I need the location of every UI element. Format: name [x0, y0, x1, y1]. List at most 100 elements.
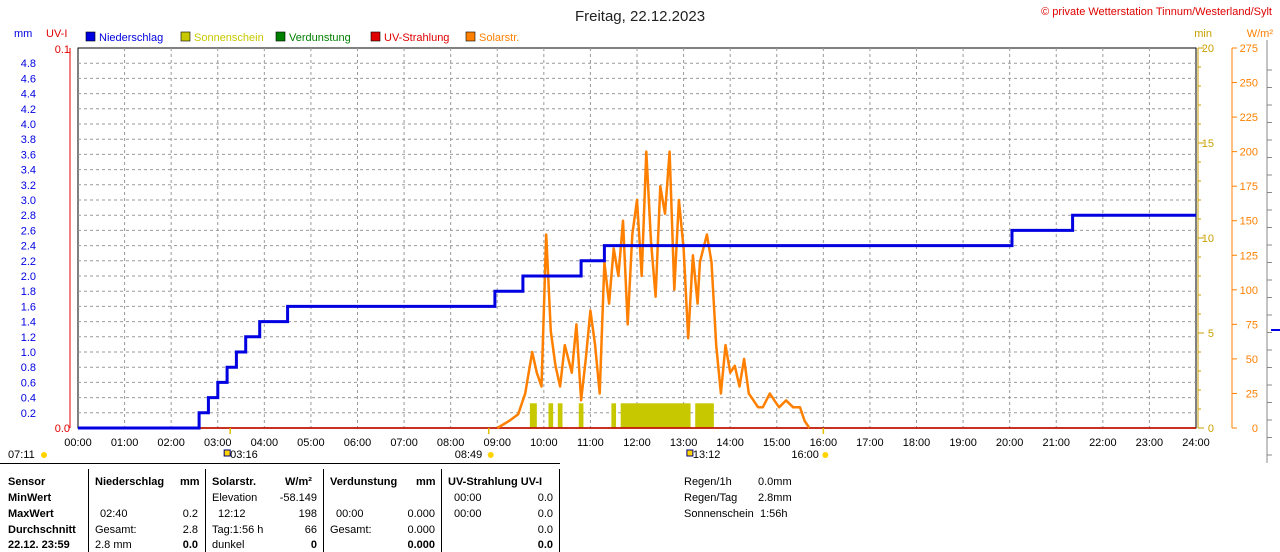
sunshine-max-label: 13:12: [693, 449, 721, 461]
solar-elevation-value: -58.149: [279, 492, 317, 504]
sunshine-bar-6: [695, 403, 714, 428]
copyright-text: © private Wetterstation Tinnum/Westerlan…: [1041, 6, 1272, 18]
x-tick-22: 22:00: [1089, 437, 1117, 449]
evap-total-value: 0.000: [407, 524, 435, 536]
y-mm-tick-18: 3.8: [21, 134, 36, 146]
evap-head: Verdunstung: [330, 476, 398, 488]
table-divider-4: [441, 469, 442, 552]
row-max-label: MaxWert: [8, 508, 54, 520]
table-divider-5: [559, 469, 560, 552]
x-tick-2: 02:00: [157, 437, 185, 449]
x-tick-10: 10:00: [530, 437, 558, 449]
solar-day-label: Tag:1:56 h: [212, 524, 264, 536]
x-tick-24: 24:00: [1182, 437, 1210, 449]
solar-max-time: 12:12: [218, 508, 246, 520]
sunshine-bar-5: [620, 403, 691, 428]
y-mm-tick-17: 3.6: [21, 149, 36, 161]
solar-avg-value: 66: [304, 524, 317, 536]
rain-head: Niederschlag: [95, 476, 165, 488]
y-wm2-tick-9: 225: [1240, 112, 1258, 124]
x-tick-8: 08:00: [437, 437, 465, 449]
sunrise-label: 07:11: [8, 449, 35, 461]
uv-max-time: 00:00: [454, 508, 482, 520]
sunshine-bar-2: [557, 403, 563, 428]
y-wm2-tick-6: 150: [1240, 216, 1258, 228]
rain-day-value: 2.8 mm: [95, 539, 132, 551]
y-mm-tick-0: 0.2: [21, 408, 36, 420]
y-mm-tick-10: 2.2: [21, 256, 36, 268]
y-wm2-tick-8: 200: [1240, 147, 1258, 159]
y-wm2-tick-7: 175: [1240, 181, 1258, 193]
rain-unit: mm: [180, 476, 200, 488]
x-tick-3: 03:00: [204, 437, 232, 449]
sensor-head: Sensor: [8, 476, 46, 488]
evap-total-label: Gesamt:: [330, 524, 372, 536]
y-min-tick-3: 15: [1202, 138, 1214, 150]
legend-label-4: Solarstr.: [479, 32, 519, 44]
y-mm-tick-12: 2.6: [21, 225, 36, 237]
sunset-icon: [822, 452, 829, 458]
legend-label-2: Verdunstung: [289, 32, 351, 44]
y-mm-tick-9: 2.0: [21, 271, 36, 283]
y-wm2-tick-4: 100: [1240, 285, 1258, 297]
sunshine-max-marker-icon: [686, 449, 694, 457]
y-mm-tick-11: 2.4: [21, 241, 36, 253]
x-tick-1: 01:00: [111, 437, 139, 449]
y-mm-tick-13: 2.8: [21, 210, 36, 222]
x-tick-4: 04:00: [251, 437, 279, 449]
y-wm2-tick-1: 25: [1246, 388, 1258, 400]
x-tick-15: 15:00: [763, 437, 791, 449]
unit-uv-label: UV-I: [46, 28, 67, 40]
sunshine-bar-4: [611, 403, 617, 428]
y-min-tick-1: 5: [1208, 328, 1214, 340]
solar-head: Solarstr.: [212, 476, 257, 488]
x-tick-20: 20:00: [996, 437, 1024, 449]
x-tick-16: 16:00: [810, 437, 838, 449]
y-wm2-tick-11: 275: [1240, 43, 1258, 55]
x-tick-0: 00:00: [64, 437, 92, 449]
sunshine-bar-1: [548, 403, 554, 428]
y-wm2-tick-10: 250: [1240, 78, 1258, 90]
legend-swatch-4: [465, 31, 476, 42]
y-mm-tick-6: 1.4: [21, 317, 36, 329]
uv-min-time: 00:00: [454, 492, 482, 504]
rain-total-value: 2.8: [182, 524, 198, 536]
y-wm2-tick-0: 0: [1252, 423, 1258, 435]
row-avg-label: Durchschnitt: [8, 524, 76, 536]
plot-frame: [77, 47, 1197, 429]
unit-mm-label: mm: [14, 28, 32, 40]
y-mm-tick-22: 4.6: [21, 73, 36, 85]
legend-label-3: UV-Strahlung: [384, 32, 449, 44]
evap-unit: mm: [416, 476, 436, 488]
y-wm2-tick-5: 125: [1240, 250, 1258, 262]
y-uv-tick-bottom: 0.0: [55, 423, 70, 435]
solar-max-value: 198: [298, 508, 317, 520]
x-tick-18: 18:00: [903, 437, 931, 449]
y-mm-tick-1: 0.4: [21, 393, 36, 405]
y-mm-tick-8: 1.8: [21, 286, 36, 298]
legend-swatch-0: [85, 31, 96, 42]
y-mm-tick-21: 4.4: [21, 89, 36, 101]
extra-rain-1h-value: 0.0mm: [758, 476, 792, 488]
legend-swatch-1: [180, 31, 191, 42]
solar-unit: W/m²: [285, 476, 312, 488]
sunshine-start-icon: [487, 452, 494, 458]
y-mm-tick-2: 0.6: [21, 377, 36, 389]
evap-max-time: 00:00: [336, 508, 364, 520]
evap-current-value: 0.000: [407, 539, 435, 551]
table-divider-3: [323, 469, 324, 552]
uv-max-value: 0.0: [537, 508, 553, 520]
x-tick-14: 14:00: [716, 437, 744, 449]
x-tick-12: 12:00: [623, 437, 651, 449]
table-divider-2: [205, 469, 206, 552]
y-mm-tick-4: 1.0: [21, 347, 36, 359]
y-mm-tick-14: 3.0: [21, 195, 36, 207]
y-mm-tick-3: 0.8: [21, 362, 36, 374]
x-tick-17: 17:00: [856, 437, 884, 449]
solar-state-label: dunkel: [212, 539, 245, 551]
extra-rain-day-value: 2.8mm: [758, 492, 792, 504]
legend-swatch-3: [370, 31, 381, 42]
y-mm-tick-19: 4.0: [21, 119, 36, 131]
legend-label-0: Niederschlag: [99, 32, 163, 44]
